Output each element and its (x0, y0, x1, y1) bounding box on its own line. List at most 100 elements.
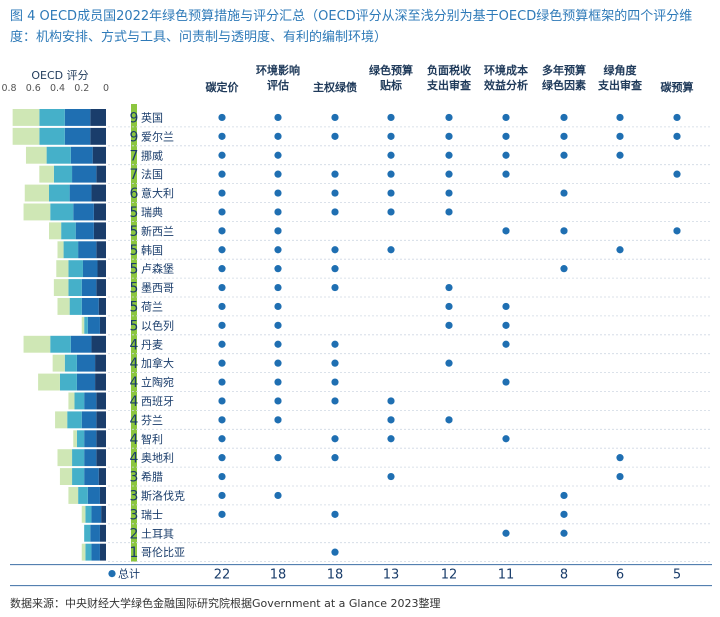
oecd-bar-segment (90, 127, 106, 145)
oecd-bar-segment (55, 411, 68, 429)
measure-dot (331, 283, 339, 292)
measure-dot (218, 378, 226, 386)
total-value: 18 (270, 568, 287, 583)
measure-dot (331, 113, 339, 122)
measure-dot (673, 113, 681, 122)
measure-dot (274, 378, 282, 386)
oecd-bar-segment (68, 392, 75, 410)
measure-dot (445, 113, 453, 122)
measure-dot (218, 321, 226, 329)
country-name: 荷兰 (141, 300, 163, 313)
total-value: 6 (616, 568, 624, 583)
measure-dot (331, 170, 339, 178)
measure-dot (387, 208, 395, 216)
measure-dot (331, 510, 339, 518)
measure-dot (218, 416, 226, 424)
oecd-bar-segment (69, 184, 92, 202)
measure-dot (445, 359, 453, 367)
oecd-bar-segment (81, 505, 86, 523)
oecd-bar-segment (24, 184, 50, 202)
oecd-bar-segment (76, 373, 96, 391)
oecd-bar-segment (73, 430, 77, 448)
measure-dot (616, 113, 624, 122)
oecd-bar-segment (73, 203, 94, 221)
column-header: 绿角度 (604, 63, 638, 77)
measure-dot (560, 265, 568, 273)
country-name: 卢森堡 (141, 262, 174, 276)
measure-dot (218, 454, 226, 462)
measure-dot (331, 435, 339, 443)
country-name: 墨西哥 (141, 282, 174, 295)
oecd-bar-segment (39, 109, 65, 126)
measure-dot (331, 265, 339, 273)
column-header: 支出审查 (426, 78, 471, 92)
measure-dot (502, 529, 510, 537)
score-value: 5 (130, 205, 139, 221)
measure-dot (502, 340, 510, 348)
oecd-bar-segment (57, 449, 73, 467)
measure-dot (502, 435, 510, 443)
oecd-bar-segment (69, 298, 82, 315)
measure-dot (218, 208, 226, 216)
oecd-bar-segment (97, 260, 106, 278)
measure-dot (387, 472, 395, 481)
measure-dot (445, 321, 453, 329)
oecd-bar-segment (81, 298, 99, 315)
measure-dot (331, 132, 339, 140)
measure-dot (445, 170, 453, 178)
total-value: 12 (441, 568, 458, 583)
country-name: 哥伦比亚 (141, 545, 185, 559)
measure-dot (331, 208, 339, 216)
column-header: 绿色因素 (542, 78, 586, 92)
measure-dot (274, 208, 282, 216)
score-value: 4 (130, 432, 139, 448)
measure-dot (274, 302, 282, 311)
oecd-bar-segment (82, 260, 98, 278)
oecd-bar-segment (76, 354, 96, 372)
oecd-bar-segment (70, 146, 93, 164)
oecd-bar-segment (99, 487, 106, 504)
column-header: 环境成本 (484, 63, 528, 77)
oecd-bar-segment (68, 487, 79, 504)
oecd-bar-segment (87, 316, 100, 334)
oecd-bar-segment (52, 354, 65, 372)
measure-dot (274, 454, 282, 462)
oecd-bar-segment (76, 430, 85, 448)
oecd-bar-segment (12, 109, 40, 126)
measure-dot (218, 491, 226, 500)
column-header: 碳预算 (661, 80, 694, 94)
measure-dot (274, 491, 282, 500)
score-value: 3 (130, 507, 139, 523)
oecd-bar-segment (84, 449, 97, 467)
measure-dot (387, 246, 395, 254)
country-name: 英国 (141, 110, 163, 124)
oecd-bar-segment (78, 241, 97, 259)
oecd-bar-segment (95, 373, 106, 391)
measure-dot (502, 321, 510, 329)
score-value: 9 (130, 110, 139, 126)
oecd-axis-tick: 0.4 (50, 83, 65, 94)
measure-dot (274, 397, 282, 405)
score-value: 5 (130, 299, 139, 315)
country-name: 加拿大 (141, 356, 174, 370)
total-value: 11 (498, 568, 515, 583)
measure-dot (218, 265, 226, 273)
measure-dot (274, 416, 282, 424)
oecd-bar-segment (49, 184, 70, 202)
oecd-bar-segment (95, 354, 106, 372)
measure-dot (387, 113, 395, 122)
oecd-bar-segment (85, 543, 92, 561)
measure-dot (560, 491, 568, 500)
country-name: 意大利 (141, 186, 174, 200)
oecd-bar-segment (50, 203, 74, 221)
oecd-bar-segment (93, 222, 106, 240)
score-value: 6 (130, 186, 139, 202)
oecd-bar-segment (61, 222, 76, 240)
oecd-bar-segment (78, 487, 88, 504)
total-value: 5 (673, 568, 681, 583)
measure-dot (387, 397, 395, 405)
oecd-axis-tick: 0.2 (74, 83, 89, 94)
oecd-bar-segment (91, 543, 100, 561)
measure-dot (274, 246, 282, 254)
